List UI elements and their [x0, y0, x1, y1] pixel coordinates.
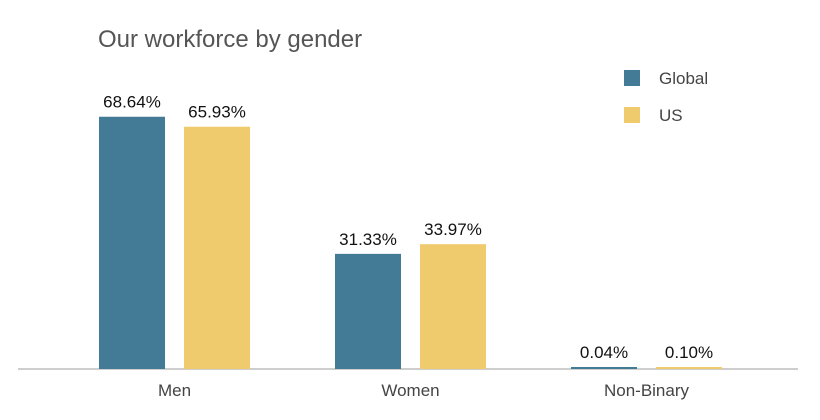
legend-label-us: US: [659, 106, 683, 125]
data-label-global-men: 68.64%: [103, 93, 161, 112]
data-label-global-non-binary: 0.04%: [580, 343, 628, 362]
bar-global-non-binary: [571, 367, 637, 369]
legend-swatch-global: [624, 70, 640, 86]
category-label-non-binary: Non-Binary: [604, 381, 690, 400]
data-label-us-women: 33.97%: [424, 220, 482, 239]
bar-global-women: [335, 253, 401, 369]
bar-global-men: [99, 116, 165, 369]
data-label-us-men: 65.93%: [188, 103, 246, 122]
data-label-us-non-binary: 0.10%: [665, 343, 713, 362]
category-label-women: Women: [381, 381, 439, 400]
legend-label-global: Global: [659, 69, 708, 88]
bar-us-men: [184, 126, 250, 370]
data-label-global-women: 31.33%: [339, 230, 397, 249]
bar-us-women: [420, 244, 486, 369]
category-label-men: Men: [158, 381, 191, 400]
legend-swatch-us: [624, 107, 640, 123]
chart-title: Our workforce by gender: [98, 26, 363, 53]
bar-us-non-binary: [656, 367, 722, 369]
